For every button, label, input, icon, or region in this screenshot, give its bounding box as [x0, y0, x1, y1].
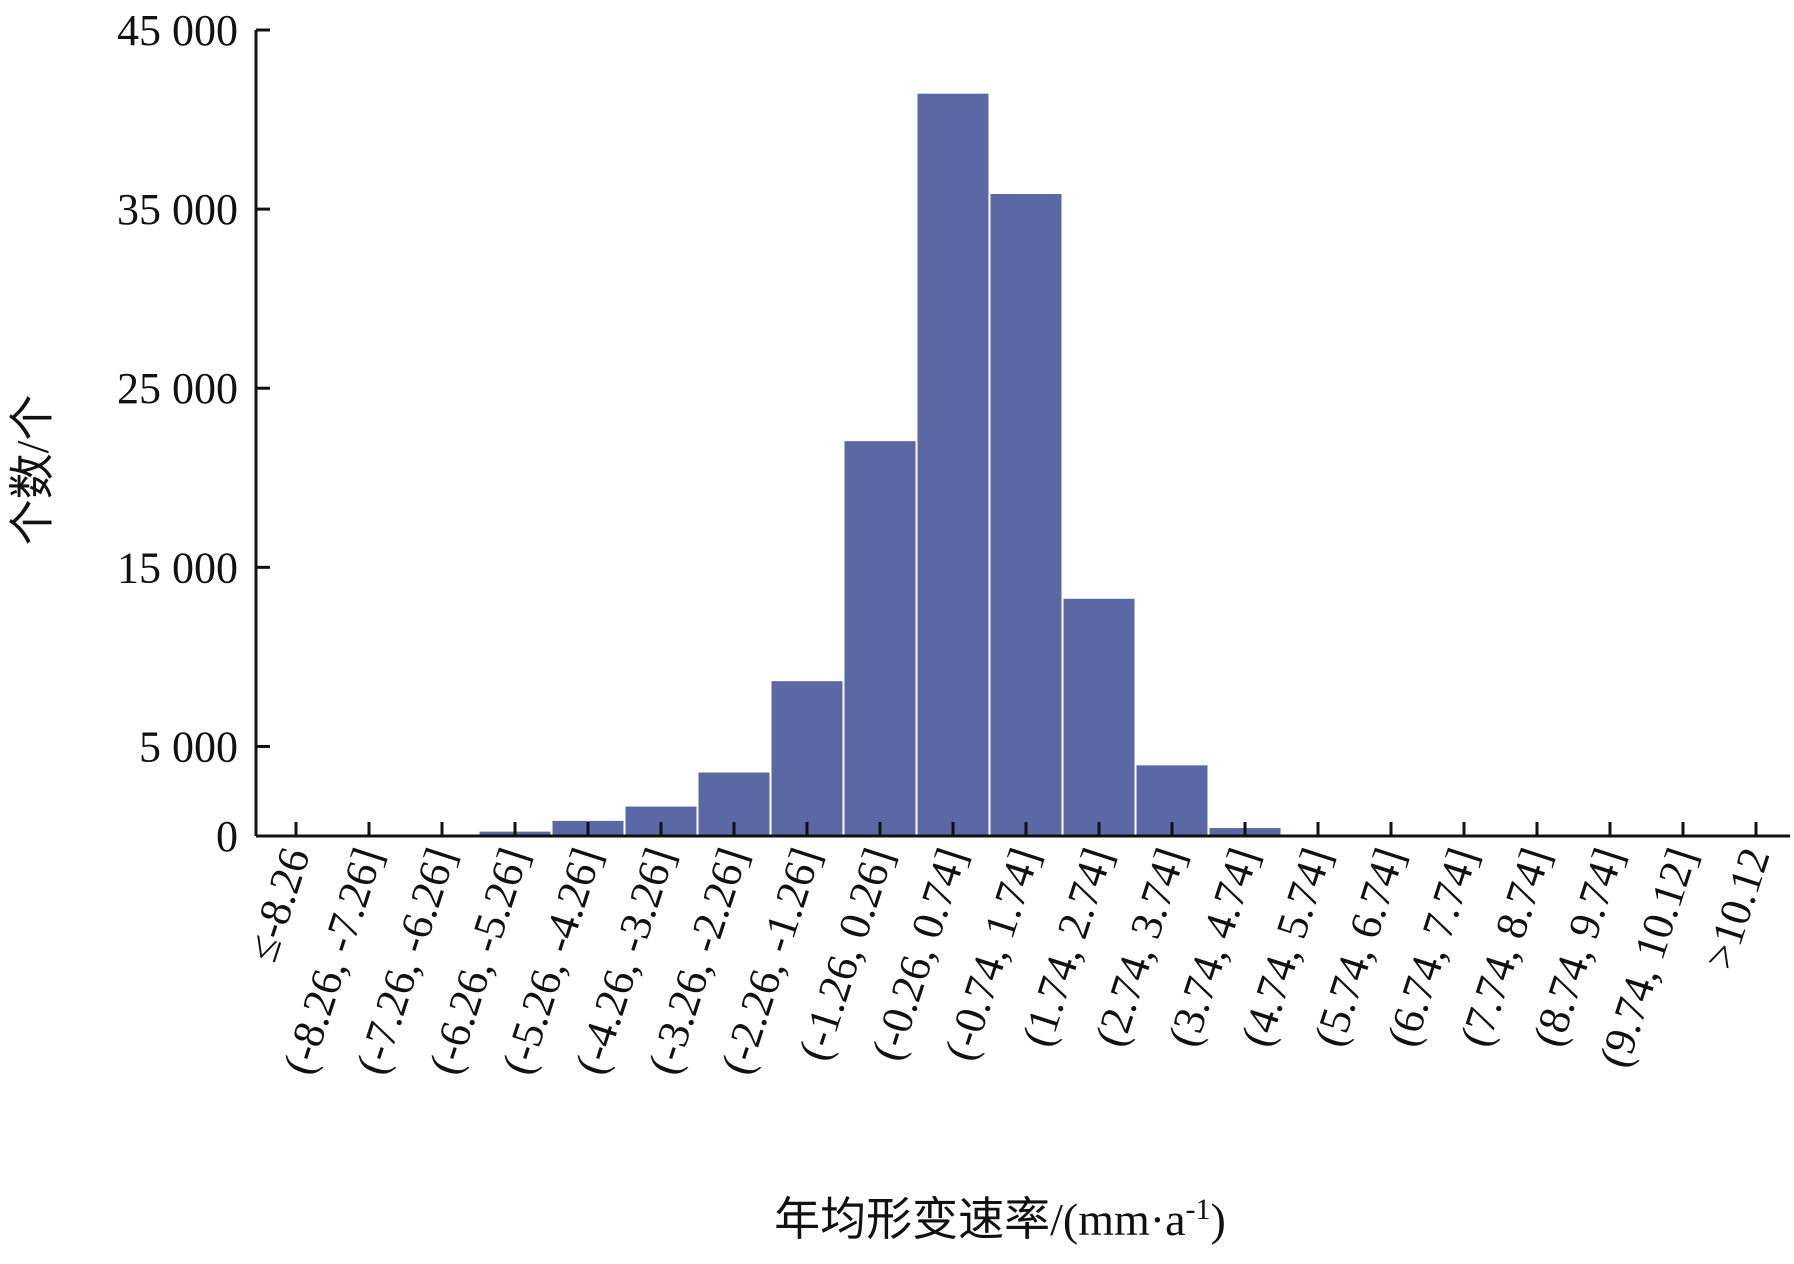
- x-ticks-group: [294, 822, 1758, 836]
- x-tick-label-20: >10.12: [1695, 842, 1780, 975]
- bar-10: [988, 191, 1064, 838]
- x-axis-title-end: ): [1211, 1194, 1226, 1245]
- y-tick-label-3: 25 000: [117, 364, 238, 413]
- x-axis-title: 年均形变速率/(mm·a-1): [774, 1193, 1226, 1245]
- x-axis-title-sup: -1: [1186, 1193, 1211, 1226]
- y-tick-label-1: 5 000: [139, 722, 238, 771]
- y-tick-label-0: 0: [216, 812, 238, 861]
- y-tick-label-5: 45 000: [117, 6, 238, 55]
- y-axis-title: 个数/个: [7, 395, 58, 546]
- y-tick-label-2: 15 000: [117, 543, 238, 592]
- y-tick-label-4: 35 000: [117, 185, 238, 234]
- bar-8: [842, 439, 918, 837]
- bar-7: [769, 679, 845, 837]
- y-ticks-group: 0 5 000 15 000 25 000 35 000 45 000: [117, 6, 270, 861]
- x-tick-labels-group: ≤-8.26(-8.26, -7.26](-7.26, -6.26](-6.26…: [237, 842, 1779, 1080]
- x-axis-title-main: 年均形变速率/(mm·a: [774, 1194, 1185, 1245]
- bars-group: [477, 91, 1794, 838]
- x-tick-label-0: ≤-8.26: [237, 842, 319, 967]
- bar-11: [1061, 596, 1137, 837]
- bar-9: [915, 91, 991, 837]
